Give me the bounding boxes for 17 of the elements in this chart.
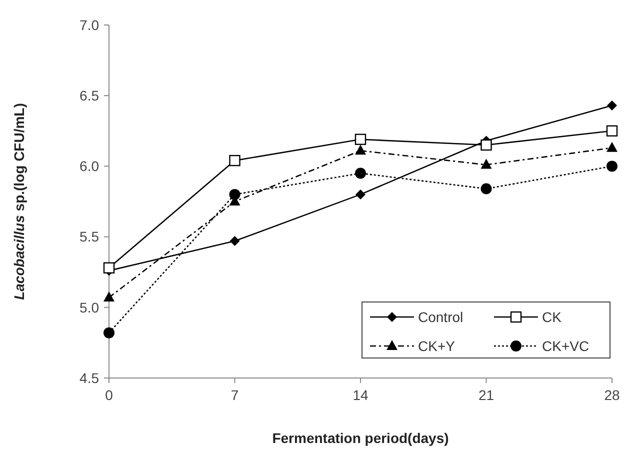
legend-label: CK+VC — [542, 338, 590, 354]
y-tick-label: 6.0 — [80, 158, 100, 174]
legend-label: CK — [542, 308, 562, 325]
x-tick-label: 7 — [230, 387, 239, 403]
y-axis-title: Lacobacillus sp.(log CFU/mL) — [11, 103, 27, 300]
y-tick-label: 5.0 — [80, 299, 100, 316]
legend-label: Control — [418, 308, 464, 325]
y-tick-label: 5.5 — [80, 228, 100, 245]
y-tick-label: 6.5 — [80, 88, 100, 104]
x-tick-label: 28 — [604, 387, 620, 403]
x-tick-label: 21 — [478, 387, 494, 403]
y-tick-label: 7.0 — [80, 16, 100, 33]
legend-label: CK+Y — [418, 338, 456, 354]
x-tick-label: 14 — [352, 387, 368, 403]
x-tick-label: 0 — [105, 387, 114, 403]
x-axis-title: Fermentation period(days) — [272, 430, 449, 446]
y-tick-label: 4.5 — [80, 370, 100, 386]
